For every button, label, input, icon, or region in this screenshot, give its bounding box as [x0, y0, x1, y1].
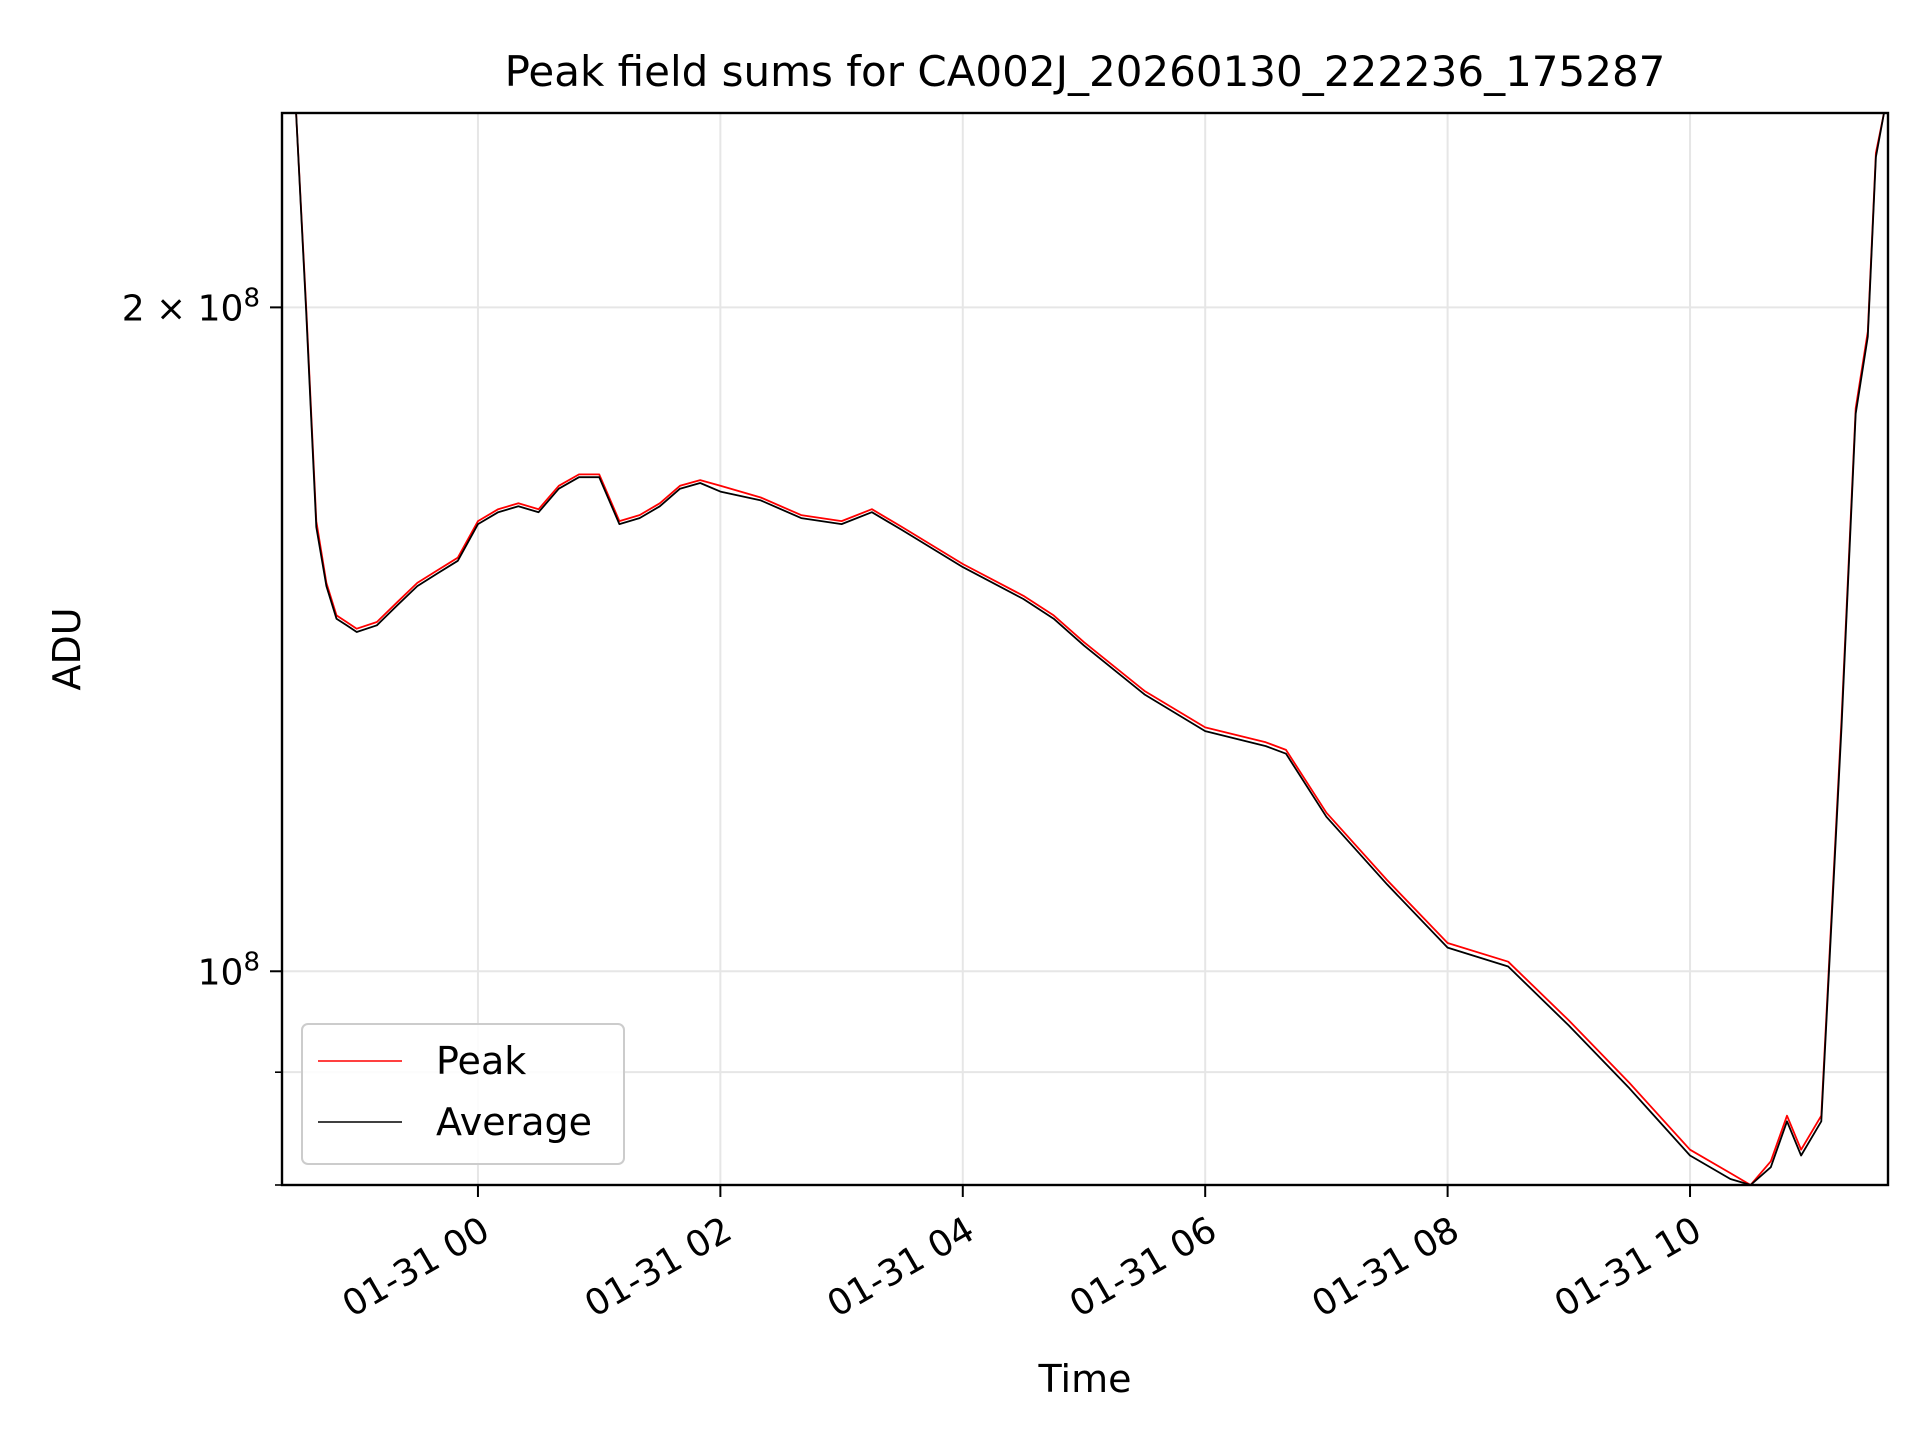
x-axis-label: Time: [1038, 1357, 1132, 1401]
legend-label-peak: Peak: [436, 1039, 526, 1083]
y-tick-label: 108: [198, 947, 260, 993]
series-line-peak: [284, 112, 1885, 1186]
y-axis-label: ADU: [45, 607, 89, 690]
x-gridlines: [476, 113, 1692, 1185]
y-axis-ticks: 108 2 × 108: [122, 283, 282, 1186]
legend-label-average: Average: [436, 1100, 592, 1144]
legend: Peak Average: [301, 1023, 625, 1165]
legend-box: [301, 1023, 625, 1165]
series-layer: [284, 112, 1885, 1186]
chart-title: Peak field sums for CA002J_20260130_2222…: [505, 47, 1666, 96]
plot-frame: [280, 111, 1890, 1187]
series-line-average: [284, 112, 1885, 1186]
y-tick-label: 2 × 108: [122, 283, 260, 329]
